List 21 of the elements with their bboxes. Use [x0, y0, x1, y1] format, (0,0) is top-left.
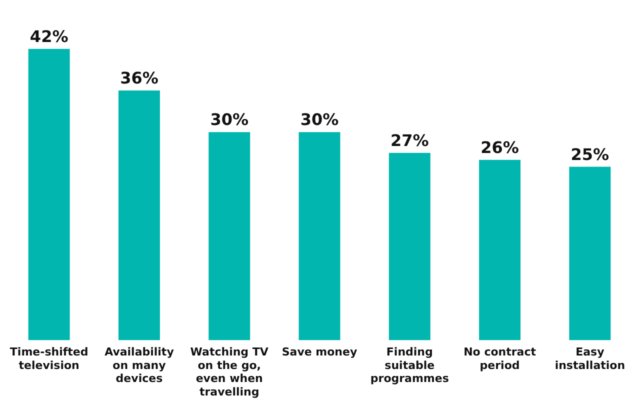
data-label: 42%: [30, 26, 68, 46]
data-label: 36%: [120, 68, 158, 88]
data-label: 25%: [570, 144, 610, 164]
data-label: 30%: [210, 110, 249, 130]
bar: [118, 90, 160, 340]
data-label: 27%: [390, 131, 429, 150]
data-label: 30%: [300, 110, 339, 130]
x-tick-label: Time-shifted television: [10, 346, 88, 372]
bar: [28, 48, 70, 340]
data-label: 26%: [480, 138, 519, 157]
bar: [298, 132, 340, 340]
bar: [388, 152, 430, 340]
x-tick-label: Finding suitable programmes: [370, 346, 450, 386]
x-tick-label: Watching TV on the go, even when travelling: [190, 346, 269, 398]
x-tick-label: Availability on many devices: [104, 346, 174, 386]
bar: [208, 132, 250, 340]
bar: [569, 166, 611, 340]
bar: [479, 160, 521, 340]
x-tick-label: Easy installation: [554, 346, 626, 372]
x-tick-label: No contract period: [464, 346, 536, 372]
x-tick-label: Save money: [282, 346, 358, 359]
